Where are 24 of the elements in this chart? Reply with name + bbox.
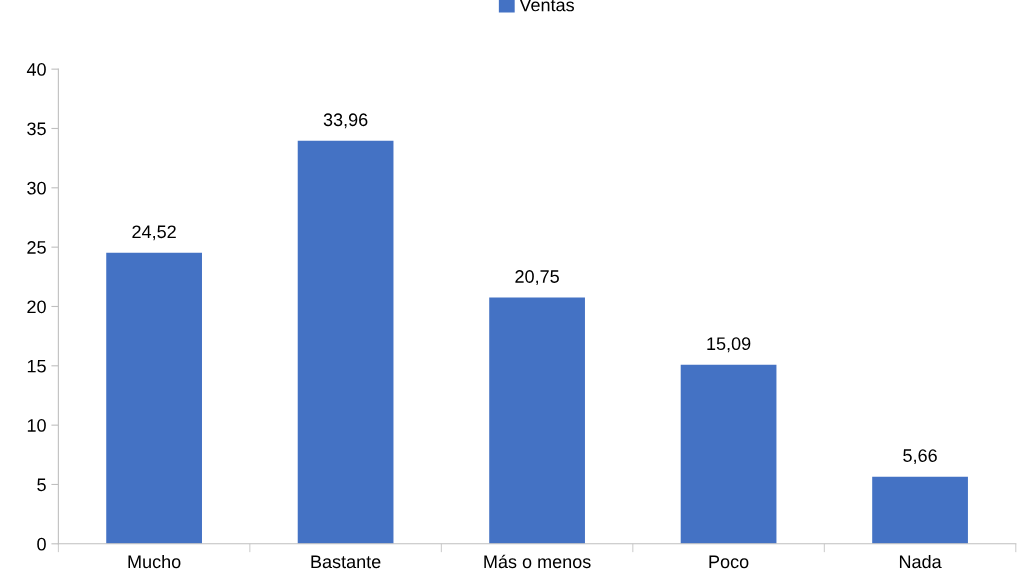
bar: [489, 297, 585, 544]
y-tick-label: 40: [26, 63, 46, 76]
y-tick-label: 0: [37, 537, 46, 551]
data-label: 15,09: [707, 337, 751, 353]
y-tick-label: 20: [27, 300, 46, 314]
y-tick-label: 25: [27, 241, 46, 254]
bar: [872, 476, 968, 544]
data-label: 24,52: [132, 225, 176, 241]
y-tick-label: 15: [27, 359, 46, 373]
x-tick-label: Poco: [709, 555, 749, 569]
y-tick-label: 5: [37, 478, 46, 492]
bar: [297, 140, 394, 544]
y-tick-label: 35: [27, 122, 46, 136]
y-tick-label: 10: [27, 419, 46, 432]
bar: [106, 252, 202, 544]
y-tick-label: 30: [27, 181, 46, 195]
data-label: 20,75: [515, 270, 559, 286]
bar: [680, 364, 777, 544]
x-tick-label: Más o menos: [484, 554, 591, 569]
x-tick-label: Bastante: [311, 555, 381, 569]
data-label: 33,96: [323, 113, 368, 129]
x-tick-label: Nada: [899, 554, 942, 569]
data-label: 5,66: [903, 449, 937, 465]
x-tick-label: Mucho: [128, 554, 181, 569]
